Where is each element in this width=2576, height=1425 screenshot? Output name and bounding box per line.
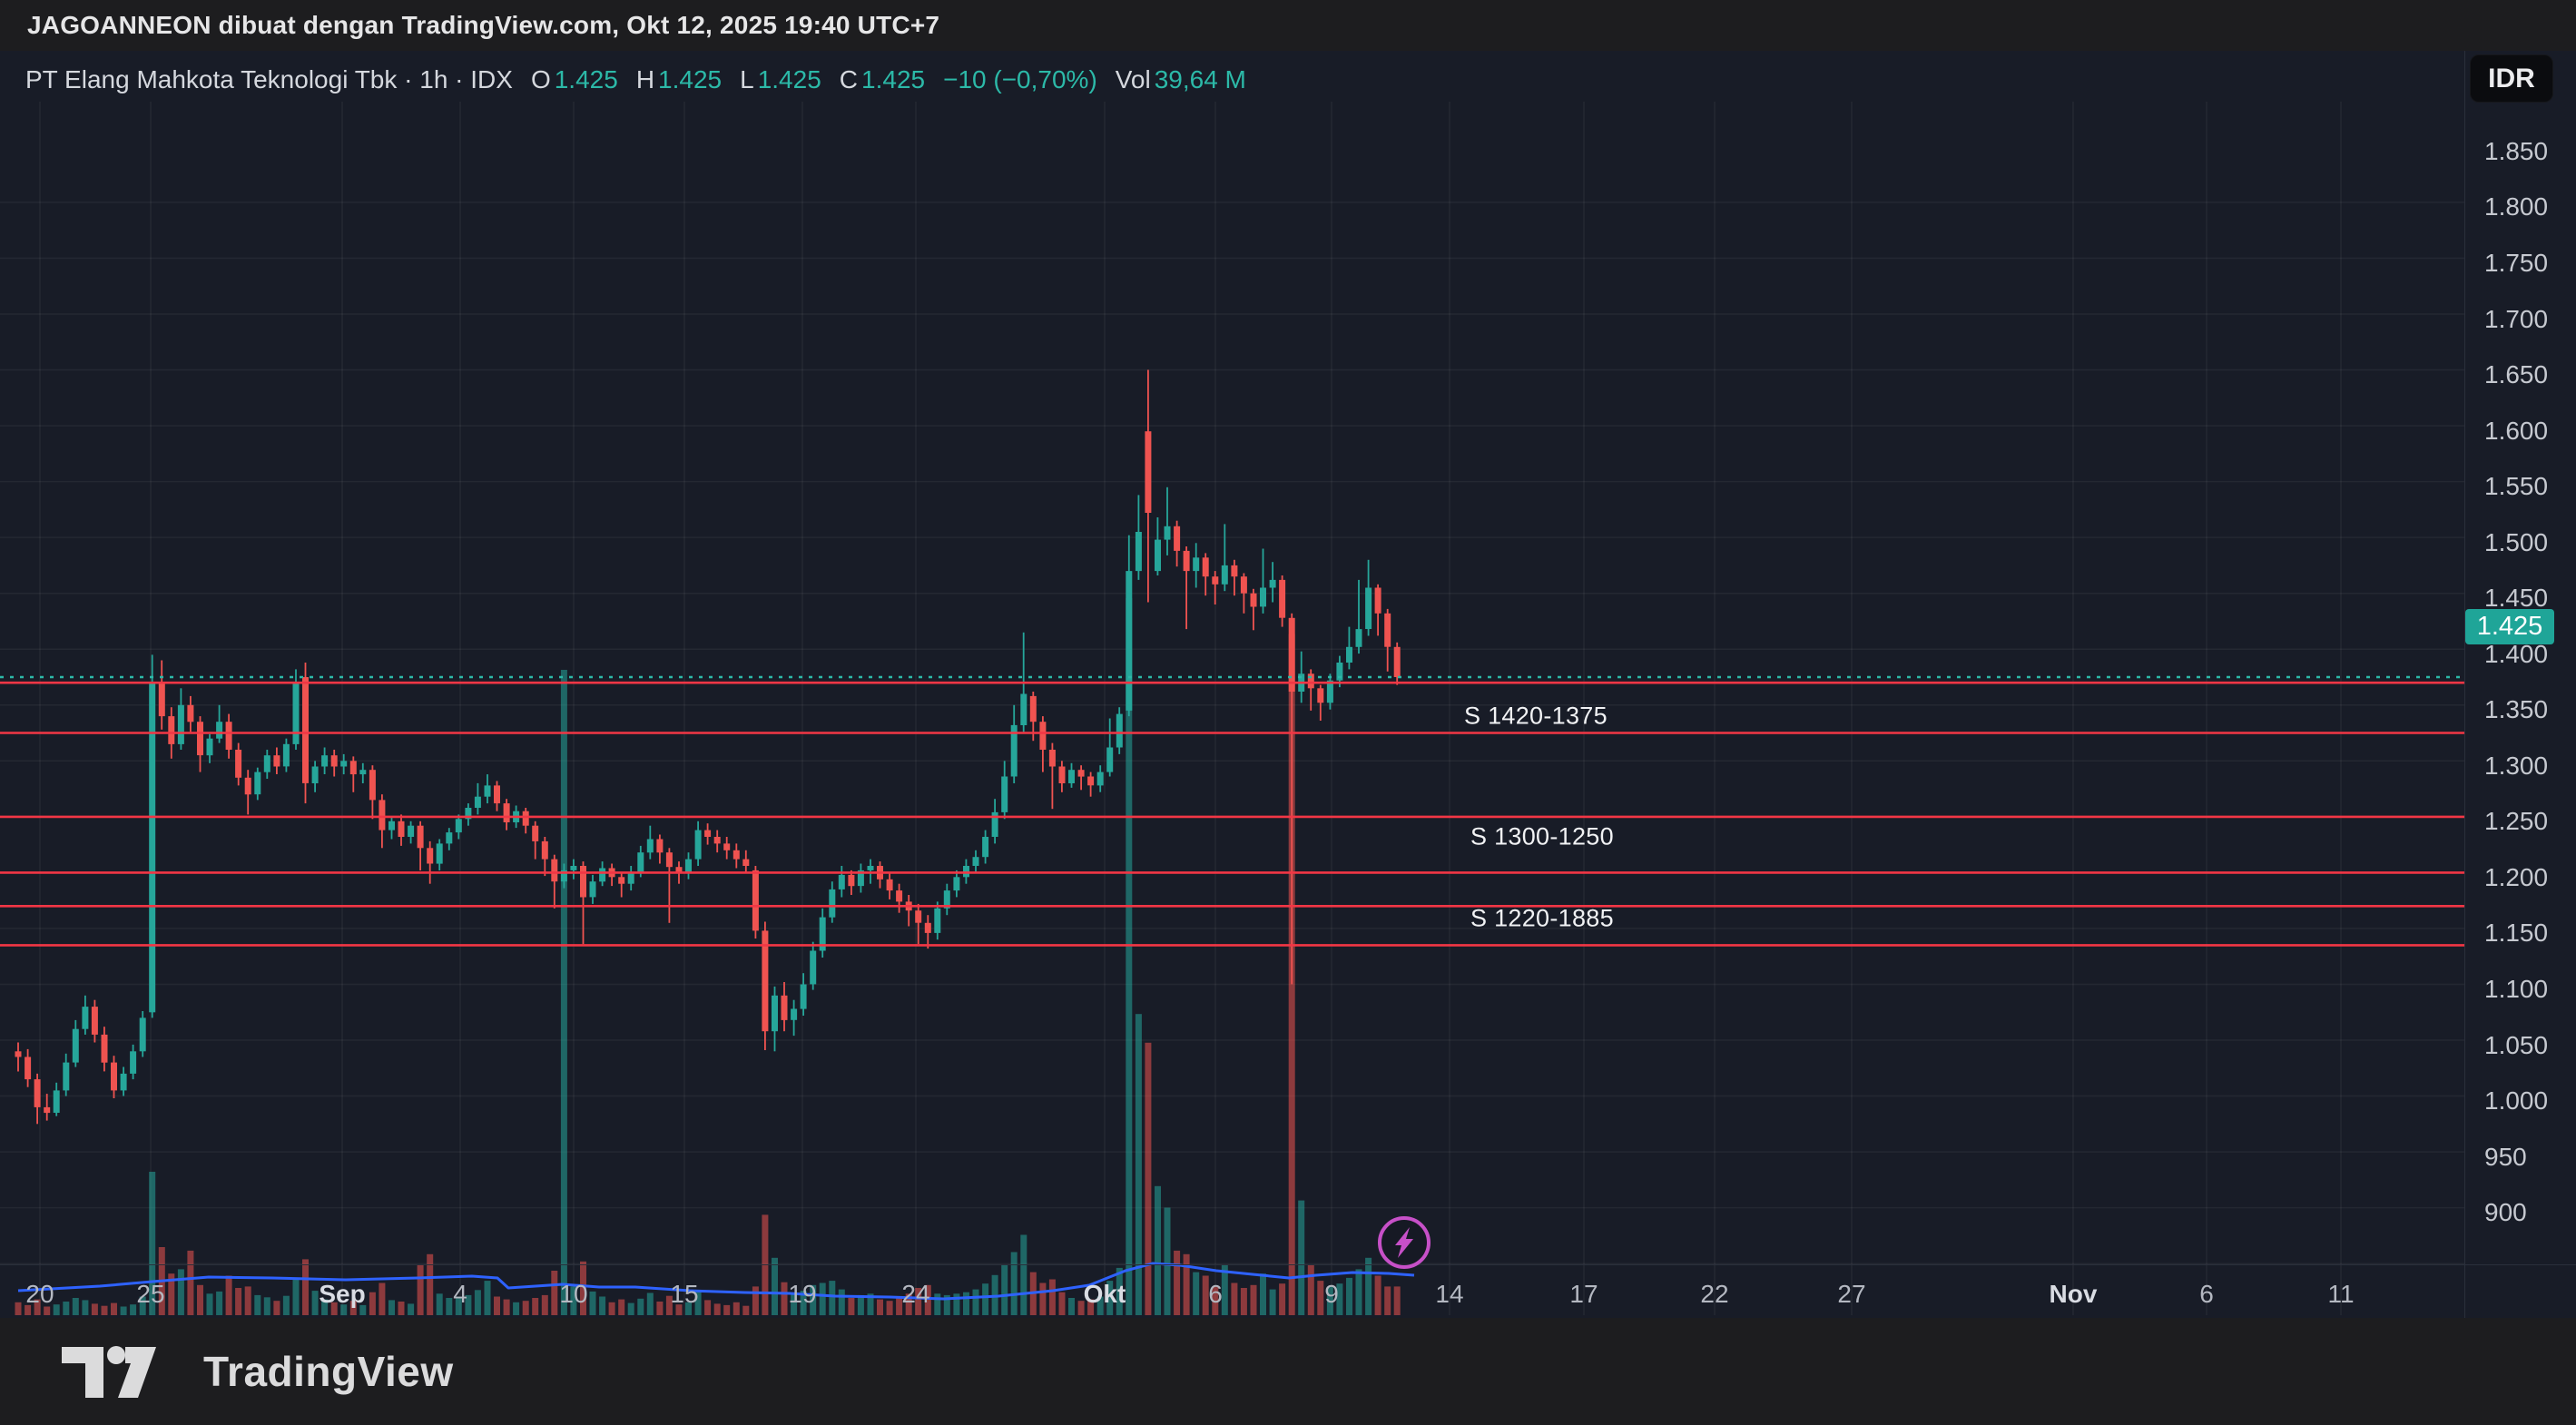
support-zone-label[interactable]: S 1420-1375 — [1464, 702, 1608, 730]
time-tick-label: 9 — [1324, 1280, 1339, 1308]
time-tick-label: 11 — [2327, 1280, 2355, 1308]
price-tick-label: 1.850 — [2484, 136, 2549, 165]
change-value: −10 (−0,70%) — [943, 65, 1097, 93]
flash-publish-button[interactable] — [1376, 1214, 1432, 1271]
price-tick-label: 950 — [2484, 1142, 2527, 1171]
watermark-text: JAGOANNEON dibuat dengan TradingView.com… — [27, 11, 940, 39]
time-tick-label: 24 — [901, 1280, 930, 1308]
open-value: O 1.425 — [530, 65, 618, 93]
watermark-strip: JAGOANNEON dibuat dengan TradingView.com… — [0, 0, 2576, 51]
time-tick-label: Sep — [319, 1280, 366, 1308]
time-tick-label: 22 — [1700, 1280, 1729, 1308]
high-value: H 1.425 — [635, 65, 723, 93]
time-axis-border — [0, 1264, 2576, 1265]
time-tick-label: 6 — [2199, 1280, 2214, 1308]
lightning-icon — [1395, 1227, 1413, 1258]
close-value: C 1.425 — [839, 65, 926, 93]
currency-badge: IDR — [2470, 54, 2553, 103]
time-tick-label: 27 — [1837, 1280, 1866, 1308]
time-tick-label: 6 — [1208, 1280, 1223, 1308]
price-tick-label: 1.350 — [2484, 695, 2549, 724]
price-tick-label: 1.450 — [2484, 584, 2549, 613]
price-tick-label: 1.300 — [2484, 751, 2549, 780]
price-volume-canvas[interactable] — [0, 51, 2576, 1425]
price-axis-border — [2464, 51, 2465, 1318]
price-tick-label: 1.250 — [2484, 807, 2549, 836]
price-tick-label: 1.800 — [2484, 192, 2549, 221]
price-tick-label: 1.750 — [2484, 248, 2549, 277]
support-zone-label[interactable]: S 1220-1885 — [1470, 904, 1614, 932]
time-tick-label: 15 — [670, 1280, 699, 1308]
price-tick-label: 1.650 — [2484, 360, 2549, 389]
time-tick-label: 25 — [136, 1280, 165, 1308]
time-tick-label: Nov — [2049, 1280, 2098, 1308]
symbol-title: PT Elang Mahkota Teknologi Tbk · 1h · ID… — [25, 65, 513, 93]
low-value: L 1.425 — [740, 65, 821, 93]
price-tick-label: 1.150 — [2484, 919, 2549, 948]
price-tick-label: 1.100 — [2484, 975, 2549, 1003]
price-tick-label: 1.000 — [2484, 1086, 2549, 1115]
symbol-legend[interactable]: PT Elang Mahkota Teknologi Tbk · 1h · ID… — [25, 65, 1246, 94]
last-price-tag: 1.425 — [2465, 609, 2554, 644]
support-zone-label[interactable]: S 1300-1250 — [1470, 822, 1614, 850]
tradingview-logo: TradingView — [62, 1345, 454, 1398]
price-tick-label: 900 — [2484, 1198, 2527, 1227]
price-tick-label: 1.600 — [2484, 416, 2549, 445]
price-tick-label: 1.550 — [2484, 472, 2549, 501]
price-tick-label: 1.500 — [2484, 527, 2549, 556]
volume-value: Vol 39,64 M — [1115, 65, 1246, 93]
time-tick-label: 4 — [453, 1280, 467, 1308]
time-tick-label: 14 — [1435, 1280, 1464, 1308]
time-tick-label: Okt — [1083, 1280, 1126, 1308]
tradingview-logo-icon — [62, 1346, 156, 1398]
tradingview-wordmark: TradingView — [203, 1348, 454, 1395]
footer-bar: TradingView — [0, 1318, 2576, 1425]
chart-pane[interactable] — [0, 51, 2576, 1316]
price-tick-label: 1.050 — [2484, 1030, 2549, 1059]
price-tick-label: 1.700 — [2484, 304, 2549, 333]
time-tick-label: 19 — [788, 1280, 817, 1308]
time-tick-label: 17 — [1569, 1280, 1598, 1308]
time-tick-label: 20 — [25, 1280, 54, 1308]
price-tick-label: 1.200 — [2484, 862, 2549, 891]
time-tick-label: 10 — [559, 1280, 588, 1308]
